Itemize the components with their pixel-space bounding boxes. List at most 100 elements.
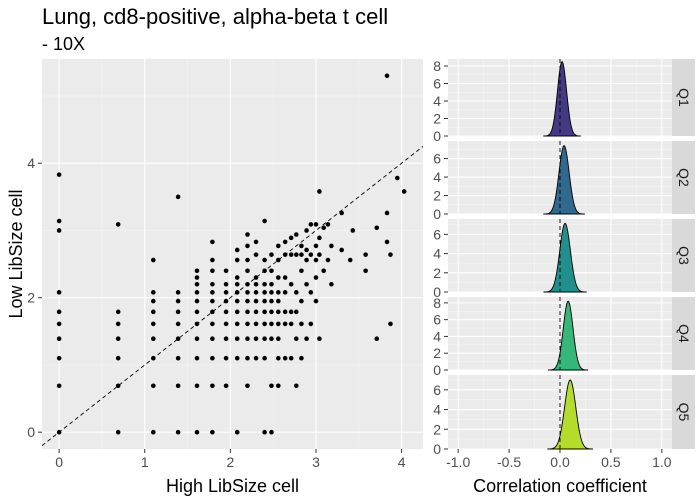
scatter-point — [223, 298, 229, 304]
density-panel-q3: 0 2 4 6 Q3 — [433, 219, 695, 300]
density-panel-q2: 0 2 4 6 Q2 — [433, 141, 695, 222]
density-curve — [548, 300, 589, 371]
density-panel-q1: 02 46 8 Q1 — [433, 58, 695, 144]
y-tick-label: 0 — [433, 284, 441, 300]
scatter-point — [282, 309, 288, 315]
scatter-point — [299, 298, 304, 304]
scatter-point — [115, 355, 121, 361]
scatter-point — [234, 257, 240, 263]
scatter-point — [269, 290, 274, 295]
scatter-point — [317, 235, 322, 241]
y-tick-label: 2 — [27, 290, 35, 306]
scatter-point — [234, 321, 240, 327]
scatter-point — [299, 243, 304, 249]
scatter-point — [276, 290, 281, 295]
x-tick-label: -0.5 — [497, 454, 521, 470]
scatter-point — [245, 321, 250, 327]
y-tick-label: 0 — [27, 424, 35, 440]
scatter-point — [234, 355, 240, 361]
y-tick-label: 4 — [433, 328, 441, 344]
scatter-point — [276, 309, 281, 315]
scatter-point — [325, 222, 331, 227]
scatter-point — [115, 309, 121, 315]
scatter-point — [299, 355, 304, 361]
density-curve — [547, 379, 594, 450]
scatter-point — [245, 309, 250, 315]
scatter-point — [245, 243, 250, 249]
scatter-point — [282, 355, 288, 361]
scatter-point — [175, 336, 181, 342]
scatter-point — [308, 321, 314, 327]
x-tick-label: 1 — [141, 454, 149, 470]
scatter-point — [317, 252, 322, 257]
scatter-point — [276, 321, 281, 327]
density-curve — [543, 145, 585, 215]
scatter-point — [317, 336, 322, 342]
scatter-point — [223, 336, 229, 342]
scatter-point — [308, 222, 314, 227]
scatter-point — [56, 218, 62, 224]
scatter-point — [194, 268, 200, 274]
density-curve — [543, 222, 587, 293]
scatter-point — [269, 252, 274, 257]
scatter-point — [262, 281, 267, 287]
scatter-point — [262, 309, 267, 315]
x-tick-label: 4 — [398, 454, 406, 470]
scatter-point — [262, 290, 267, 295]
scatter-point — [151, 321, 156, 327]
scatter-point — [363, 252, 368, 257]
scatter-point — [329, 281, 334, 287]
scatter-point — [151, 429, 156, 435]
scatter-point — [175, 355, 181, 361]
scatter-point — [293, 290, 299, 295]
scatter-point — [269, 383, 274, 389]
scatter-point — [175, 321, 181, 327]
facet-strip — [672, 141, 695, 214]
y-tick-label: 6 — [433, 312, 441, 328]
scatter-point — [304, 281, 309, 287]
scatter-point — [210, 298, 215, 304]
scatter-point — [245, 281, 250, 287]
scatter-point — [115, 429, 121, 435]
scatter-point — [245, 383, 250, 389]
scatter-point — [313, 298, 319, 304]
scatter-point — [245, 232, 250, 237]
scatter-point — [321, 225, 326, 231]
y-tick-label: 4 — [433, 402, 441, 418]
y-tick-label: 4 — [433, 169, 441, 185]
scatter-point — [293, 252, 299, 257]
x-tick-label: 0.5 — [601, 454, 621, 470]
scatter-point — [210, 268, 215, 274]
scatter-point — [253, 321, 259, 327]
x-tick-label: -1.0 — [446, 454, 470, 470]
facet-strip-label: Q1 — [676, 88, 692, 107]
scatter-point — [151, 309, 156, 315]
scatter-point — [363, 268, 368, 274]
scatter-point — [299, 252, 304, 257]
scatter-point — [374, 336, 380, 342]
scatter-point — [223, 321, 229, 327]
scatter-x-axis-label: High LibSize cell — [166, 476, 299, 496]
x-tick-label: 0 — [55, 454, 63, 470]
scatter-panel-background — [42, 59, 423, 449]
scatter-point — [245, 355, 250, 361]
scatter-point — [151, 383, 156, 389]
scatter-point — [194, 281, 200, 287]
scatter-point — [276, 355, 281, 361]
scatter-point — [194, 290, 200, 295]
y-tick-label: 4 — [433, 93, 441, 109]
scatter-point — [56, 172, 62, 177]
scatter-point — [194, 321, 200, 327]
scatter-point — [115, 336, 121, 342]
scatter-point — [313, 257, 319, 263]
scatter-point — [234, 429, 240, 435]
scatter-point — [253, 298, 259, 304]
y-tick-label: 2 — [433, 421, 441, 437]
scatter-point — [175, 429, 181, 435]
scatter-point — [210, 239, 215, 245]
scatter-point — [262, 268, 267, 274]
y-tick-label: 0 — [433, 206, 441, 222]
scatter-point — [210, 257, 215, 263]
scatter-point — [339, 247, 344, 253]
y-tick-label: 6 — [433, 382, 441, 398]
